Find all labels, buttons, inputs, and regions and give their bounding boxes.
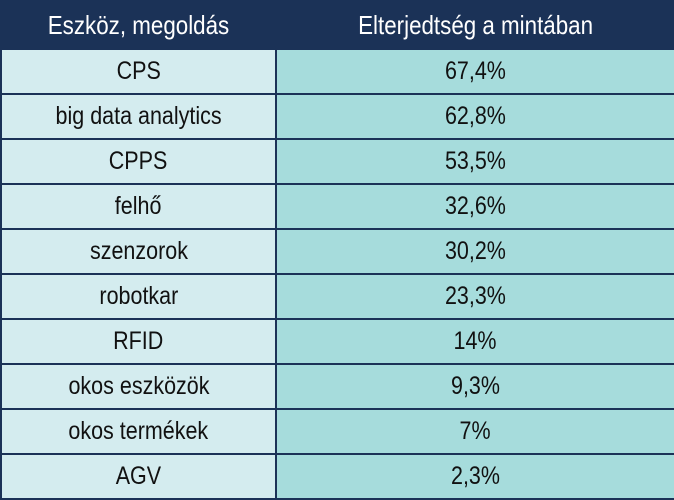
table-row-share-cell: 62,8%: [277, 95, 674, 138]
table-row-share-cell: 7%: [277, 410, 674, 453]
table-row-share-cell: 30,2%: [277, 230, 674, 273]
header-tool-label: Eszköz, megoldás: [47, 9, 230, 40]
tool-name: CPPS: [109, 147, 168, 175]
header-share-label: Elterjedtség a mintában: [358, 9, 593, 40]
tool-name: CPS: [116, 57, 161, 85]
share-value: 23,3%: [445, 282, 506, 310]
table-row-tool-cell: felhő: [2, 185, 275, 228]
header-cell-tool: Eszköz, megoldás: [2, 2, 275, 48]
table-row-tool-cell: CPS: [2, 50, 275, 93]
share-value: 2,3%: [450, 462, 500, 490]
share-value: 14%: [453, 327, 498, 355]
header-cell-share: Elterjedtség a mintában: [277, 2, 674, 48]
table-row-tool-cell: AGV: [2, 455, 275, 498]
tool-name: okos eszközök: [67, 372, 210, 400]
share-value: 67,4%: [445, 57, 506, 85]
table-row-tool-cell: big data analytics: [2, 95, 275, 138]
table-row-share-cell: 32,6%: [277, 185, 674, 228]
table-row-tool-cell: RFID: [2, 320, 275, 363]
table-row-share-cell: 23,3%: [277, 275, 674, 318]
table-row-share-cell: 2,3%: [277, 455, 674, 498]
table-row-share-cell: 14%: [277, 320, 674, 363]
tool-name: okos termékek: [68, 417, 209, 445]
table-row-share-cell: 9,3%: [277, 365, 674, 408]
table-row-share-cell: 67,4%: [277, 50, 674, 93]
tool-name: AGV: [115, 462, 162, 490]
share-value: 7%: [459, 417, 492, 445]
table-row-tool-cell: okos termékek: [2, 410, 275, 453]
share-value: 30,2%: [445, 237, 506, 265]
table-row-share-cell: 53,5%: [277, 140, 674, 183]
table-row-tool-cell: szenzorok: [2, 230, 275, 273]
share-value: 32,6%: [445, 192, 506, 220]
tool-name: RFID: [113, 327, 164, 355]
table-row-tool-cell: okos eszközök: [2, 365, 275, 408]
table-row-tool-cell: CPPS: [2, 140, 275, 183]
tool-name: szenzorok: [89, 237, 188, 265]
tool-name: felhő: [115, 192, 162, 220]
share-value: 53,5%: [445, 147, 506, 175]
tool-name: robotkar: [99, 282, 178, 310]
share-value: 62,8%: [445, 102, 506, 130]
table-row-tool-cell: robotkar: [2, 275, 275, 318]
share-value: 9,3%: [450, 372, 500, 400]
tool-name: big data analytics: [55, 102, 222, 130]
